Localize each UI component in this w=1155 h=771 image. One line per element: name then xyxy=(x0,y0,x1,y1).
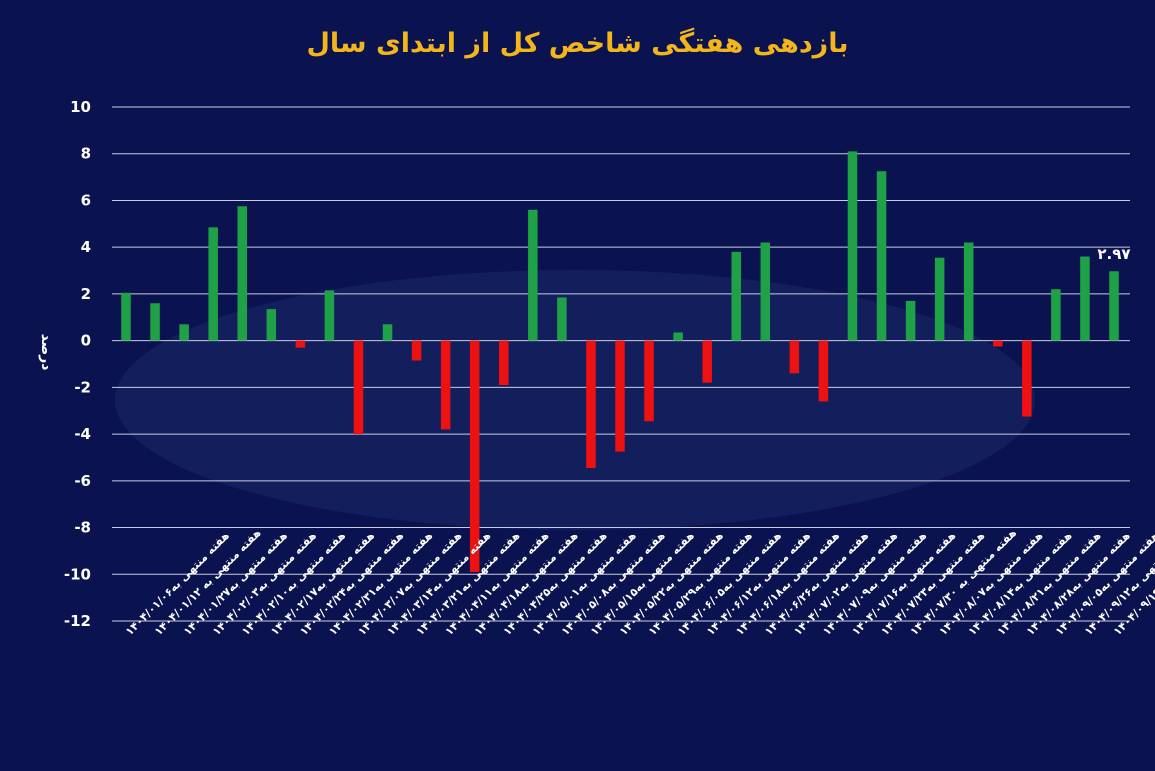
bar xyxy=(440,340,451,430)
bar xyxy=(731,251,741,341)
bar xyxy=(469,340,480,572)
bar xyxy=(528,209,538,341)
bar xyxy=(353,340,364,435)
bar xyxy=(266,309,277,341)
bar xyxy=(499,340,509,386)
y-tick-label: -4 xyxy=(74,425,91,443)
bar xyxy=(789,340,800,374)
bar xyxy=(586,340,596,468)
bar xyxy=(818,340,829,402)
bar xyxy=(557,297,567,341)
data-label: ۲.۹۷ xyxy=(1097,245,1130,263)
bar xyxy=(673,332,683,341)
y-tick-label: 0 xyxy=(81,332,91,350)
bar xyxy=(615,340,625,452)
bar xyxy=(121,292,131,341)
bar xyxy=(963,242,974,341)
y-tick-label: -2 xyxy=(74,378,91,396)
bar xyxy=(179,324,189,341)
bar xyxy=(324,290,335,341)
bar xyxy=(208,227,218,341)
bar xyxy=(934,257,945,341)
bar xyxy=(411,340,422,361)
bar xyxy=(644,340,654,422)
y-tick-label: -6 xyxy=(74,472,91,490)
bar xyxy=(993,340,1003,347)
bar xyxy=(1080,256,1090,341)
bar xyxy=(876,171,887,341)
y-tick-label: -12 xyxy=(64,612,91,630)
y-axis-label: درصد xyxy=(38,334,54,371)
bar xyxy=(847,151,858,341)
bar xyxy=(905,300,916,341)
y-tick-label: -10 xyxy=(64,565,91,583)
y-tick-label: 4 xyxy=(81,238,91,256)
watermark xyxy=(115,270,1035,530)
bar xyxy=(760,242,771,341)
bar xyxy=(1022,340,1032,417)
y-tick-label: 6 xyxy=(81,191,91,209)
bar xyxy=(295,340,306,348)
y-tick-label: -8 xyxy=(74,519,91,537)
bar xyxy=(1109,271,1119,341)
bar xyxy=(237,206,247,341)
chart-title: بازدهی هفتگی شاخص کل از ابتدای سال xyxy=(306,28,849,59)
bar xyxy=(382,324,393,341)
bar xyxy=(150,303,160,341)
y-tick-label: 8 xyxy=(81,145,91,163)
bar xyxy=(1051,289,1061,341)
y-tick-label: 10 xyxy=(70,98,91,116)
y-tick-label: 2 xyxy=(81,285,91,303)
bar xyxy=(702,340,712,383)
